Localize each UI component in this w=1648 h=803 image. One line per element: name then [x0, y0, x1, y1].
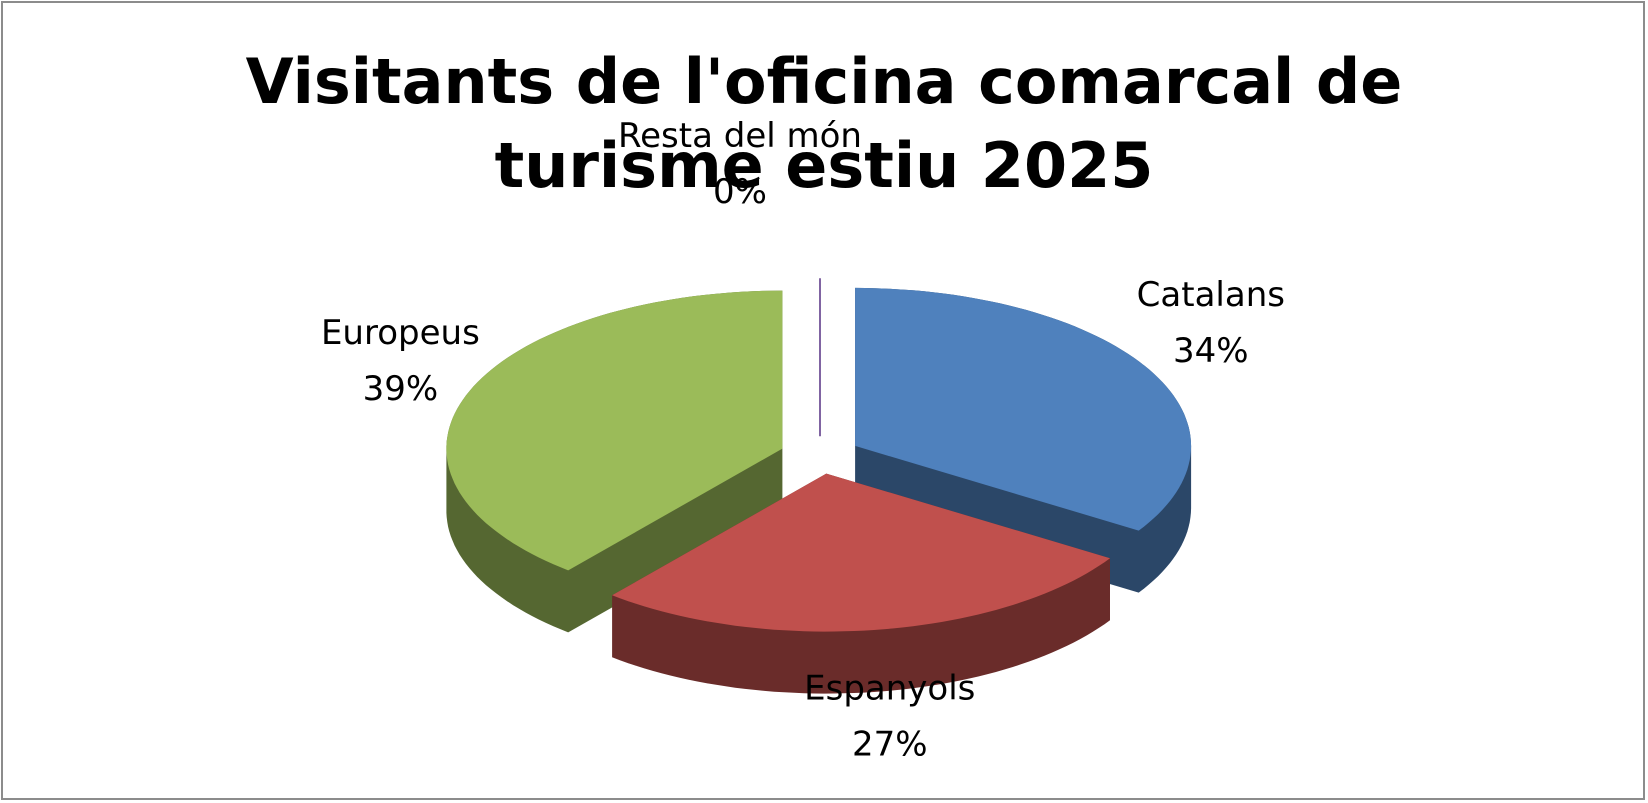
slice — [855, 287, 1192, 531]
data-label: 0% — [713, 172, 767, 212]
slice — [612, 473, 1110, 694]
slice — [446, 290, 783, 571]
data-label: 34% — [1173, 331, 1249, 371]
data-label-name: Europeus — [321, 313, 480, 353]
data-label: 39% — [363, 369, 439, 409]
chart-title: Visitants de l'oficina comarcal de turis… — [245, 45, 1403, 202]
data-label: 27% — [852, 725, 928, 765]
slice — [612, 473, 1110, 632]
data-label-name: Espanyols — [804, 669, 975, 709]
data-label-name: Resta del món — [618, 116, 862, 156]
data-label-name: Catalans — [1137, 275, 1285, 315]
